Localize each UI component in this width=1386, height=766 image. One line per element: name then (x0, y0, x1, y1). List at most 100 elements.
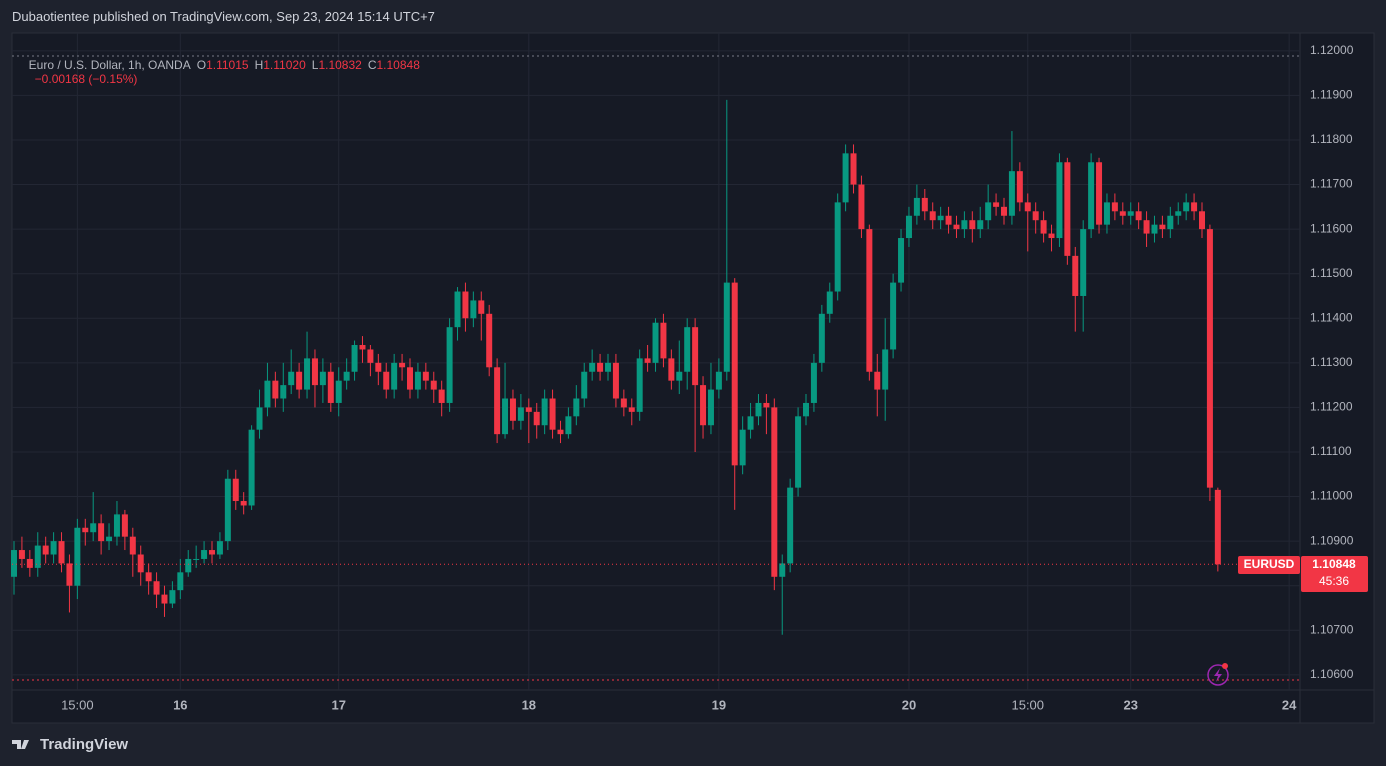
legend-key: C (367, 58, 377, 72)
candle-body (82, 527, 89, 533)
candle-body (882, 349, 889, 390)
candle-body (763, 402, 770, 408)
candle-body (715, 371, 722, 390)
candle-body (731, 282, 738, 466)
candle-body (177, 572, 184, 591)
candle-body (692, 327, 699, 386)
candle-body (612, 362, 619, 399)
x-tick-label: 15:00 (61, 697, 94, 712)
price-tag-bg (1301, 556, 1368, 592)
candle-body (161, 594, 168, 604)
candle-body (399, 362, 406, 368)
candle-body (34, 545, 41, 568)
price-tag-value: 1.10848 (1312, 557, 1356, 571)
candle-body (391, 362, 398, 390)
candle-body (90, 523, 97, 533)
candle-body (1175, 211, 1182, 216)
legend-value: 1.11020 (263, 58, 306, 72)
candle-body (842, 153, 849, 203)
legend-key: H (254, 58, 264, 72)
candle-body (1048, 233, 1055, 239)
legend-value: 1.11015 (206, 58, 249, 72)
candle-body (1080, 229, 1087, 296)
candle-body (509, 398, 516, 421)
x-tick-label: 23 (1123, 697, 1137, 712)
candle-body (549, 398, 556, 430)
candle-body (779, 563, 786, 577)
candle-body (525, 407, 532, 412)
candle-body (367, 349, 374, 363)
candle-body (209, 550, 215, 555)
candle-body (343, 371, 350, 381)
y-tick-label: 1.11200 (1310, 400, 1353, 414)
candle-body (723, 282, 730, 372)
candle-body (1032, 211, 1039, 221)
candle-body (319, 371, 326, 386)
candle-body (1143, 220, 1150, 234)
legend-value: 1.10848 (376, 58, 420, 72)
candle-body (739, 429, 746, 466)
candle-body (486, 313, 493, 368)
candle-body (1056, 162, 1063, 239)
candle-body (193, 558, 200, 560)
candle-body (961, 220, 968, 230)
candle-body (834, 202, 841, 292)
x-tick-label: 16 (173, 697, 187, 712)
candle-body (795, 416, 802, 488)
x-tick-label: 20 (902, 697, 916, 712)
candle-body (18, 550, 25, 559)
candle-body (913, 197, 920, 216)
candle-body (533, 411, 540, 426)
candle-body (1040, 220, 1047, 234)
candle-body (438, 389, 445, 403)
candle-body (327, 371, 334, 403)
candle-body (993, 202, 1000, 207)
candle-body (351, 345, 358, 372)
candle-body (652, 322, 659, 363)
candle-body (597, 362, 604, 372)
candle-body (454, 291, 461, 328)
candle-body (304, 358, 311, 390)
candle-body (1064, 162, 1071, 256)
y-tick-label: 1.10600 (1310, 667, 1354, 681)
x-tick-label: 19 (712, 697, 726, 712)
candle-body (953, 224, 960, 230)
candle-body (589, 362, 596, 372)
candle-body (407, 367, 413, 390)
x-tick-label: 24 (1282, 697, 1297, 712)
candle-body (153, 581, 160, 595)
candle-body (224, 478, 231, 542)
candle-body (248, 429, 255, 506)
candle-body (280, 385, 287, 399)
countdown: 45:36 (1319, 574, 1349, 588)
candle-body (668, 358, 675, 381)
y-tick-label: 1.11600 (1310, 221, 1353, 235)
candle-body (1183, 202, 1190, 212)
candle-body (240, 501, 247, 506)
candle-body (137, 554, 144, 573)
candle-body (557, 429, 564, 435)
candle-body (850, 153, 857, 185)
legend-key: L (311, 58, 319, 72)
candle-body (502, 398, 509, 435)
candle-body (311, 358, 318, 386)
candle-body (42, 545, 49, 555)
x-tick-label: 15:00 (1011, 697, 1044, 712)
candle-body (1016, 171, 1023, 203)
candle-body (969, 220, 976, 230)
candle-body (565, 416, 572, 435)
candle-body (335, 380, 342, 403)
ohlc: O1.11015 H1.11020 L1.10832 C1.10848 (191, 58, 420, 72)
y-tick-label: 1.10900 (1310, 533, 1354, 547)
candle-body (272, 380, 279, 399)
alert-icon[interactable] (1207, 663, 1229, 686)
y-tick-label: 1.11400 (1310, 310, 1353, 324)
candle-body (517, 407, 524, 421)
candle-body (232, 478, 239, 502)
candle-body (1199, 211, 1205, 230)
candle-body (383, 371, 390, 390)
candle-body (1159, 224, 1166, 230)
y-tick-label: 1.11500 (1310, 266, 1353, 280)
y-tick-label: 1.11300 (1310, 355, 1353, 369)
legend-key: O (196, 58, 207, 72)
